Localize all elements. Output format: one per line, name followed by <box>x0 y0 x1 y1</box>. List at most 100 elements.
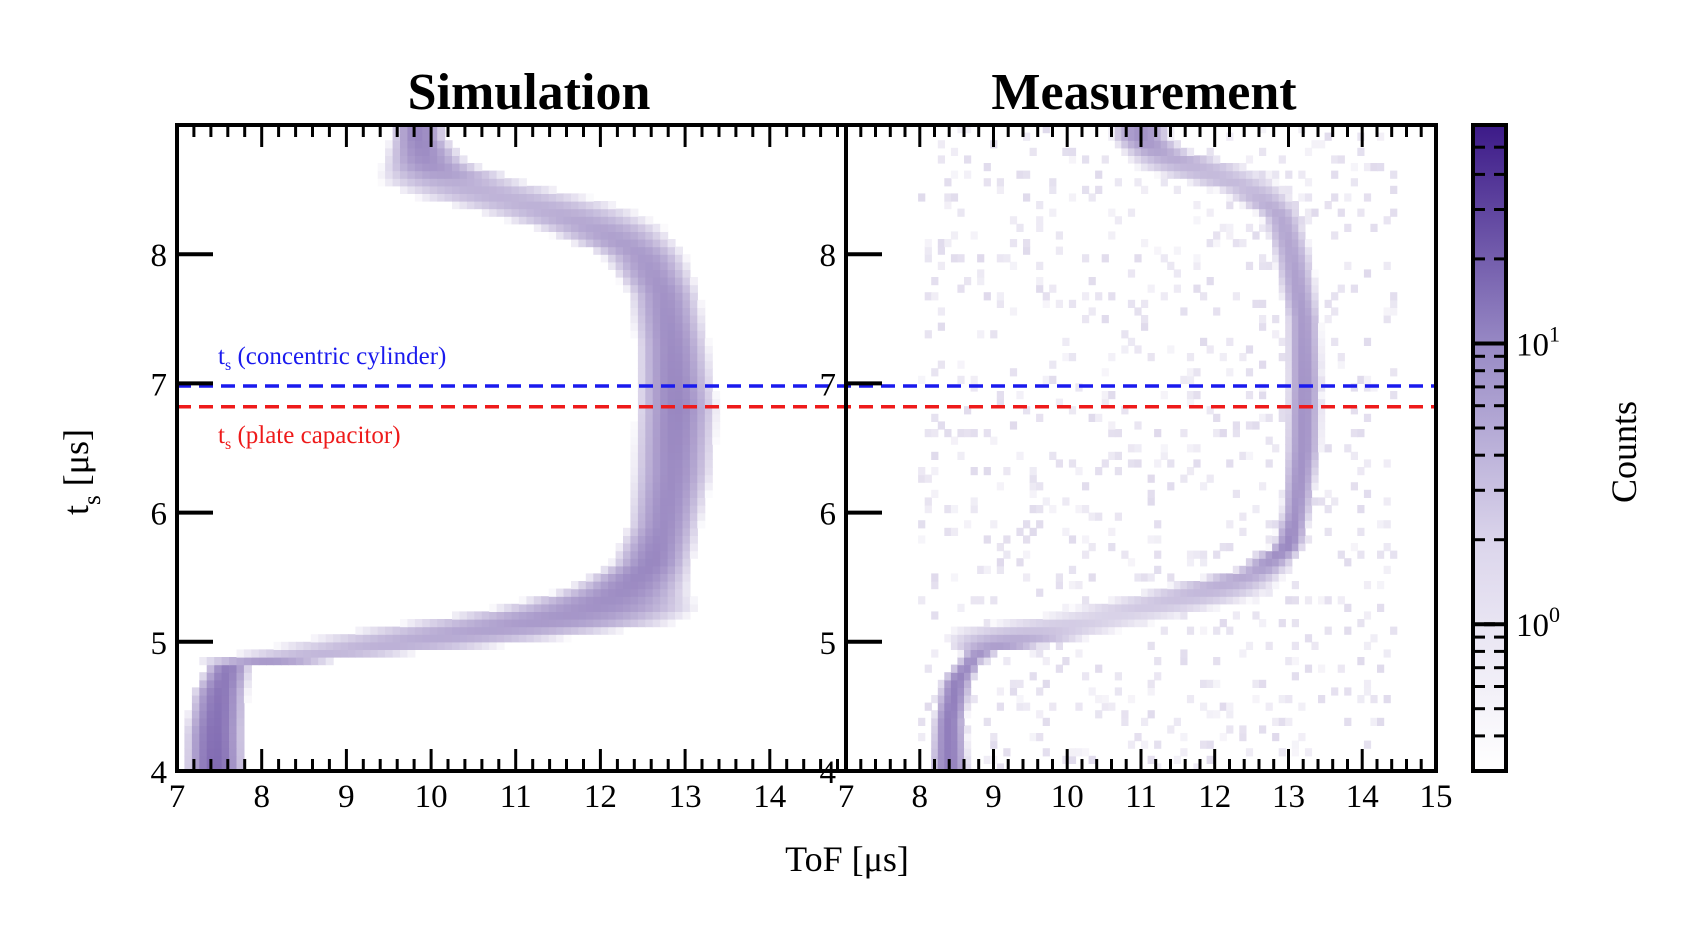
heatmap-cell <box>1147 147 1155 156</box>
heatmap-cell <box>637 489 646 498</box>
heatmap-cell <box>996 702 1004 711</box>
heatmap-cell <box>1291 413 1299 422</box>
heatmap-cell <box>924 664 932 673</box>
heatmap-cell <box>660 459 669 468</box>
heatmap-cell <box>1291 641 1299 650</box>
heatmap-cell <box>675 406 683 415</box>
heatmap-cell <box>325 649 334 658</box>
heatmap-cell <box>1173 147 1181 156</box>
heatmap-cell <box>533 193 542 202</box>
heatmap-cell <box>697 444 706 453</box>
heatmap-cell <box>1180 474 1188 483</box>
heatmap-cell <box>1245 451 1254 460</box>
heatmap-cell <box>1304 269 1313 278</box>
heatmap-cell <box>541 603 550 612</box>
heatmap-cell <box>1009 216 1018 225</box>
heatmap-cell <box>1304 436 1313 445</box>
y-tick-label: 8 <box>820 238 837 274</box>
heatmap-cell <box>675 246 683 255</box>
heatmap-cell <box>623 261 631 270</box>
heatmap-cell <box>340 641 349 650</box>
heatmap-cell <box>1075 748 1083 757</box>
heatmap-cell <box>1114 451 1122 460</box>
heatmap-cell <box>1154 550 1162 559</box>
heatmap-cell <box>556 208 565 217</box>
heatmap-cell <box>191 702 200 711</box>
heatmap-cell <box>1311 429 1319 438</box>
heatmap-cell <box>964 695 972 704</box>
heatmap-cell <box>645 451 654 460</box>
heatmap-cell <box>1200 170 1208 179</box>
heatmap-cell <box>1167 596 1175 605</box>
heatmap-cell <box>1298 360 1306 369</box>
heatmap-cell <box>1016 170 1024 179</box>
heatmap-cell <box>548 216 557 225</box>
heatmap-cell <box>608 216 617 225</box>
heatmap-cell <box>623 223 631 232</box>
heatmap-cell <box>407 125 416 134</box>
heatmap-cell <box>1383 261 1391 270</box>
heatmap-cell <box>585 588 594 597</box>
heatmap-cell <box>652 315 661 324</box>
heatmap-cell <box>645 406 654 415</box>
heatmap-cell <box>983 178 991 187</box>
heatmap-cell <box>652 505 661 514</box>
heatmap-cell <box>1304 520 1313 529</box>
heatmap-cell <box>392 634 401 643</box>
heatmap-cell <box>637 505 646 514</box>
heatmap-cell <box>931 740 939 749</box>
heatmap-cell <box>608 565 617 574</box>
heatmap-cell <box>206 725 215 734</box>
heatmap-cell <box>1344 687 1352 696</box>
heatmap-cell <box>660 239 669 248</box>
heatmap-cell <box>1285 657 1293 666</box>
heatmap-cell <box>937 687 945 696</box>
heatmap-cell <box>496 603 505 612</box>
heatmap-cell <box>236 717 245 726</box>
heatmap-cell <box>652 619 661 628</box>
heatmap-cell <box>1311 398 1319 407</box>
heatmap-cell <box>459 178 468 187</box>
heatmap-cell <box>221 733 230 742</box>
heatmap-cell <box>236 649 245 658</box>
heatmap-cell <box>645 330 654 339</box>
heatmap-cell <box>459 619 468 628</box>
heatmap-cell <box>667 322 676 331</box>
heatmap-cell <box>1304 512 1313 521</box>
heatmap-cell <box>1213 178 1221 187</box>
heatmap-cell <box>944 505 952 514</box>
heatmap-cell <box>511 178 520 187</box>
heatmap-cell <box>660 246 669 255</box>
heatmap-cell <box>1095 619 1103 628</box>
heatmap-cell <box>652 239 661 248</box>
heatmap-cell <box>1304 467 1313 476</box>
heatmap-cell <box>1278 201 1286 210</box>
heatmap-cell <box>1272 330 1280 339</box>
heatmap-cell <box>370 634 379 643</box>
heatmap-cell <box>571 619 579 628</box>
heatmap-cell <box>392 147 401 156</box>
heatmap-cell <box>1009 687 1018 696</box>
heatmap-cell <box>1200 581 1208 590</box>
heatmap-cell <box>199 733 208 742</box>
heatmap-cell <box>957 657 965 666</box>
heatmap-cell <box>675 429 683 438</box>
heatmap-cell <box>1226 193 1234 202</box>
heatmap-cell <box>682 573 691 582</box>
heatmap-cell <box>937 763 945 772</box>
heatmap-cell <box>1003 535 1011 544</box>
heatmap-cell <box>660 292 669 301</box>
heatmap-cell <box>682 558 691 567</box>
heatmap-cell <box>667 391 676 400</box>
heatmap-cell <box>541 596 550 605</box>
heatmap-cell <box>675 261 683 270</box>
heatmap-cell <box>957 763 965 772</box>
heatmap-cell <box>667 588 676 597</box>
heatmap-cell <box>1239 596 1247 605</box>
heatmap-cell <box>437 619 446 628</box>
heatmap-cell <box>623 565 631 574</box>
heatmap-cell <box>1186 588 1195 597</box>
heatmap-cell <box>983 657 991 666</box>
heatmap-cell <box>1291 657 1299 666</box>
heatmap-cell <box>944 679 952 688</box>
